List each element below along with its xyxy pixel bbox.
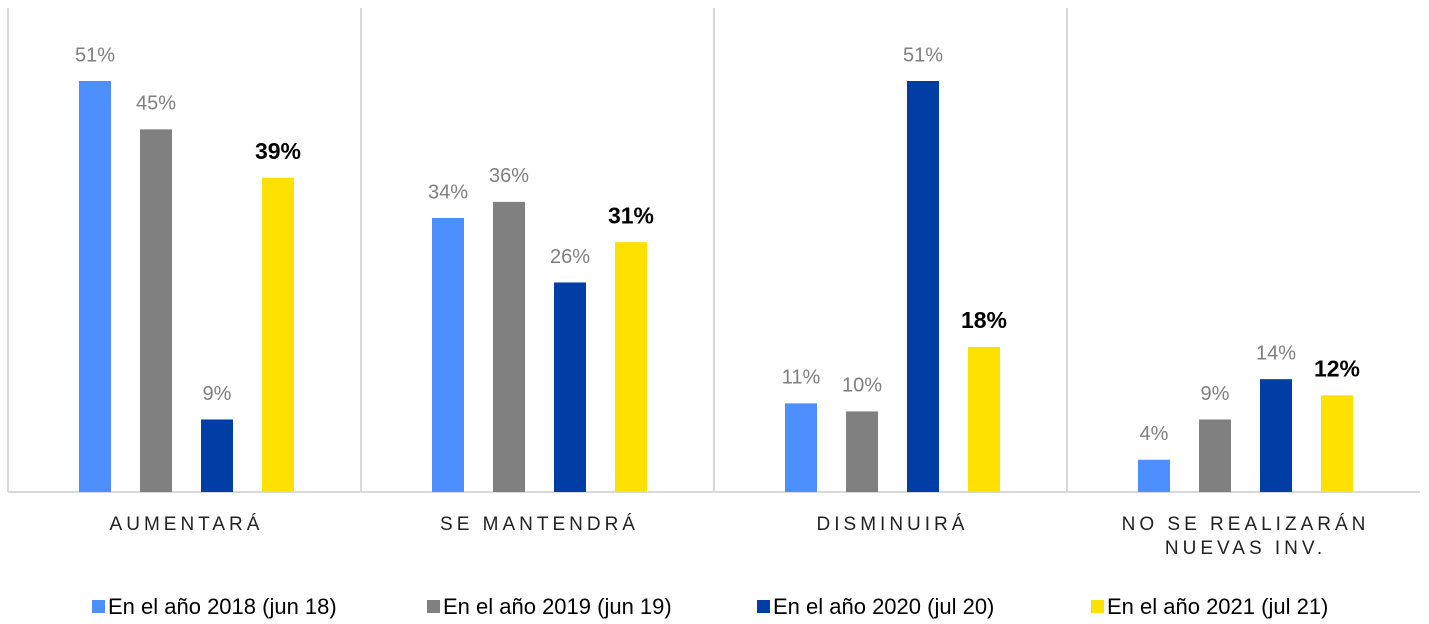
bar xyxy=(1321,395,1353,492)
bar xyxy=(140,129,172,492)
bar xyxy=(1260,379,1292,492)
value-label: 31% xyxy=(608,202,654,228)
bar xyxy=(554,282,586,492)
bar xyxy=(907,81,939,492)
value-label: 34% xyxy=(428,181,468,203)
value-label: 51% xyxy=(903,44,943,66)
bar xyxy=(79,81,111,492)
x-tick-label: AUMENTARÁ xyxy=(109,514,264,535)
legend-swatch xyxy=(1091,600,1104,613)
legend-label: En el año 2019 (jun 19) xyxy=(443,594,672,619)
x-tick-label: NO SE REALIZARÁN NUEVAS INV. xyxy=(1121,514,1370,559)
bar xyxy=(493,201,525,492)
legend-swatch xyxy=(757,600,770,613)
value-label: 9% xyxy=(203,383,232,405)
bar xyxy=(201,419,233,492)
value-label: 4% xyxy=(1140,423,1169,445)
value-label: 11% xyxy=(782,367,821,389)
legend-label: En el año 2021 (jul 21) xyxy=(1107,594,1328,619)
value-label: 51% xyxy=(75,44,115,66)
value-label: 26% xyxy=(550,246,590,268)
value-label: 36% xyxy=(489,165,529,187)
x-tick-label: SE MANTENDRÁ xyxy=(440,514,639,535)
value-label: 9% xyxy=(1201,383,1230,405)
x-tick-label: DISMINUIRÁ xyxy=(816,514,969,535)
bar xyxy=(1199,419,1231,492)
value-label: 10% xyxy=(842,375,882,397)
bar xyxy=(1138,459,1170,492)
bar xyxy=(785,403,817,492)
value-label: 14% xyxy=(1256,342,1296,364)
legend-label: En el año 2020 (jul 20) xyxy=(773,594,994,619)
bar xyxy=(968,346,1000,492)
value-label: 12% xyxy=(1314,355,1360,381)
value-label: 45% xyxy=(136,93,176,115)
legend-label: En el año 2018 (jun 18) xyxy=(108,594,337,619)
value-label: 39% xyxy=(255,138,301,164)
bar xyxy=(262,177,294,493)
bar xyxy=(432,218,464,492)
bar xyxy=(615,242,647,492)
legend-swatch xyxy=(92,600,105,613)
value-label: 18% xyxy=(961,307,1007,333)
legend-swatch xyxy=(427,600,440,613)
bar xyxy=(846,411,878,492)
